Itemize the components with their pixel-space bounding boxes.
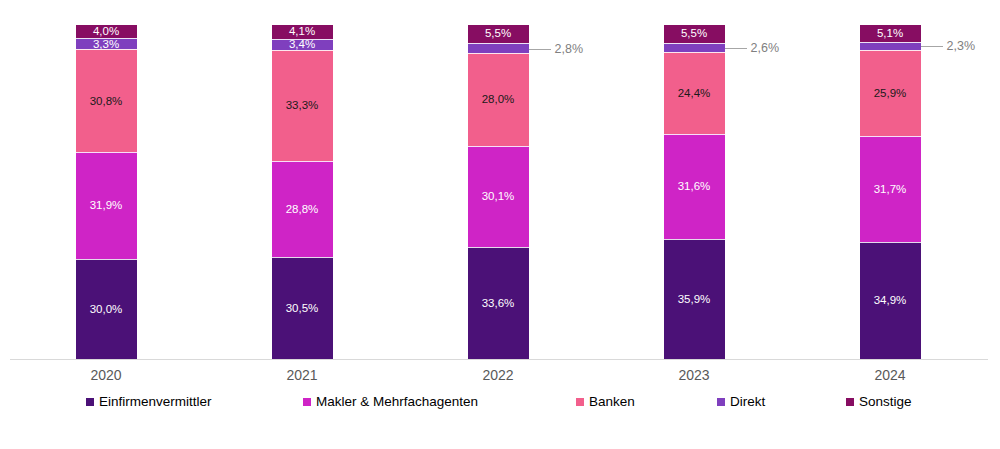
bar-slot-2022: 5,5% 2,8% 28,0% 30,1% 33,6% (400, 25, 596, 359)
data-label-einfirmenvermittler-2022: 33,6% (482, 298, 515, 310)
segment-makler-mehrfachagenten-2022: 30,1% (468, 146, 529, 247)
stacked-bar-chart: 4,0%3,3% 30,8% 31,9% 30,0% 4,1%3,4% 33,3% 28,8… (0, 0, 1000, 449)
x-tick-2023: 2023 (596, 367, 792, 383)
data-label-einfirmenvermittler-2024: 34,9% (874, 295, 907, 307)
segment-banken-2024: 25,9% (860, 50, 921, 137)
data-label-banken-2023: 24,4% (678, 88, 711, 100)
stacked-bar-2020: 4,0%3,3% 30,8% 31,9% 30,0% (76, 25, 137, 359)
legend-swatch-icon (846, 398, 854, 406)
segment-sonstige-2023: 5,5% (664, 25, 725, 43)
data-label-makler-mehrfachagenten-2023: 31,6% (678, 181, 711, 193)
data-label-banken-2021: 33,3% (286, 100, 319, 112)
stacked-bar-2022: 5,5% 2,8% 28,0% 30,1% 33,6% (468, 25, 529, 359)
segment-direkt-2020: 3,3% (76, 38, 137, 49)
leader-line-2024 (921, 46, 943, 47)
segment-einfirmenvermittler-2022: 33,6% (468, 247, 529, 359)
data-label-makler-mehrfachagenten-2024: 31,7% (874, 184, 907, 196)
legend-item-makler-mehrfachagenten: Makler & Mehrfachagenten (303, 395, 478, 409)
segment-einfirmenvermittler-2021: 30,5% (272, 257, 333, 359)
segment-banken-2021: 33,3% (272, 50, 333, 161)
x-tick-2021: 2021 (204, 367, 400, 383)
segment-einfirmenvermittler-2023: 35,9% (664, 239, 725, 359)
data-label-outside-direkt-2023: 2,6% (751, 42, 780, 55)
legend-label: Direkt (730, 395, 765, 409)
segment-einfirmenvermittler-2020: 30,0% (76, 259, 137, 359)
data-label-makler-mehrfachagenten-2021: 28,8% (286, 204, 319, 216)
legend-swatch-icon (576, 398, 584, 406)
data-label-sonstige-2020: 4,0% (93, 26, 119, 38)
segment-sonstige-2024: 5,1% (860, 25, 921, 42)
bar-slot-2020: 4,0%3,3% 30,8% 31,9% 30,0% (8, 25, 204, 359)
leader-line-2023 (725, 48, 747, 49)
plot-area: 4,0%3,3% 30,8% 31,9% 30,0% 4,1%3,4% 33,3% 28,8… (8, 25, 988, 359)
data-label-sonstige-2022: 5,5% (485, 28, 511, 40)
legend-item-einfirmenvermittler: Einfirmenvermittler (86, 395, 212, 409)
segment-direkt-2023: 2,6% (664, 43, 725, 52)
legend-item-direkt: Direkt (717, 395, 765, 409)
legend-label: Makler & Mehrfachagenten (316, 395, 478, 409)
segment-sonstige-2020: 4,0% (76, 25, 137, 38)
segment-banken-2020: 30,8% (76, 49, 137, 152)
data-label-sonstige-2024: 5,1% (877, 28, 903, 40)
data-label-sonstige-2023: 5,5% (681, 28, 707, 40)
segment-makler-mehrfachagenten-2021: 28,8% (272, 161, 333, 257)
data-label-einfirmenvermittler-2020: 30,0% (90, 304, 123, 316)
data-label-einfirmenvermittler-2021: 30,5% (286, 303, 319, 315)
segment-sonstige-2021: 4,1% (272, 25, 333, 39)
data-label-banken-2024: 25,9% (874, 88, 907, 100)
segment-banken-2023: 24,4% (664, 52, 725, 133)
x-tick-2022: 2022 (400, 367, 596, 383)
legend-label: Einfirmenvermittler (99, 395, 212, 409)
bar-slot-2023: 5,5% 2,6% 24,4% 31,6% 35,9% (596, 25, 792, 359)
data-label-makler-mehrfachagenten-2020: 31,9% (90, 200, 123, 212)
data-label-banken-2020: 30,8% (90, 96, 123, 108)
x-tick-2024: 2024 (792, 367, 988, 383)
segment-einfirmenvermittler-2024: 34,9% (860, 242, 921, 359)
segment-banken-2022: 28,0% (468, 53, 529, 147)
legend: Einfirmenvermittler Makler & Mehrfachagen… (0, 395, 1000, 413)
stacked-bar-2024: 5,1% 2,3% 25,9% 31,7% 34,9% (860, 25, 921, 359)
data-label-outside-direkt-2024: 2,3% (947, 40, 976, 53)
segment-direkt-2024: 2,3% (860, 42, 921, 50)
legend-item-banken: Banken (576, 395, 635, 409)
segment-sonstige-2022: 5,5% (468, 25, 529, 43)
legend-label: Sonstige (859, 395, 912, 409)
bar-slot-2024: 5,1% 2,3% 25,9% 31,7% 34,9% (792, 25, 988, 359)
x-tick-2020: 2020 (8, 367, 204, 383)
data-label-makler-mehrfachagenten-2022: 30,1% (482, 191, 515, 203)
legend-swatch-icon (717, 398, 725, 406)
segment-direkt-2022: 2,8% (468, 43, 529, 52)
x-axis-tick-labels: 20202021202220232024 (8, 367, 988, 383)
data-label-banken-2022: 28,0% (482, 94, 515, 106)
legend-item-sonstige: Sonstige (846, 395, 912, 409)
legend-swatch-icon (303, 398, 311, 406)
stacked-bar-2021: 4,1%3,4% 33,3% 28,8% 30,5% (272, 25, 333, 359)
data-label-direkt-2021: 3,4% (289, 39, 315, 51)
legend-swatch-icon (86, 398, 94, 406)
data-label-einfirmenvermittler-2023: 35,9% (678, 294, 711, 306)
segment-makler-mehrfachagenten-2020: 31,9% (76, 152, 137, 259)
bar-slot-2021: 4,1%3,4% 33,3% 28,8% 30,5% (204, 25, 400, 359)
data-label-sonstige-2021: 4,1% (289, 26, 315, 38)
segment-makler-mehrfachagenten-2024: 31,7% (860, 136, 921, 242)
segment-makler-mehrfachagenten-2023: 31,6% (664, 134, 725, 240)
leader-line-2022 (529, 49, 551, 50)
segment-direkt-2021: 3,4% (272, 39, 333, 50)
x-axis-line (10, 359, 988, 360)
stacked-bar-2023: 5,5% 2,6% 24,4% 31,6% 35,9% (664, 25, 725, 359)
data-label-outside-direkt-2022: 2,8% (555, 42, 584, 55)
legend-label: Banken (589, 395, 635, 409)
